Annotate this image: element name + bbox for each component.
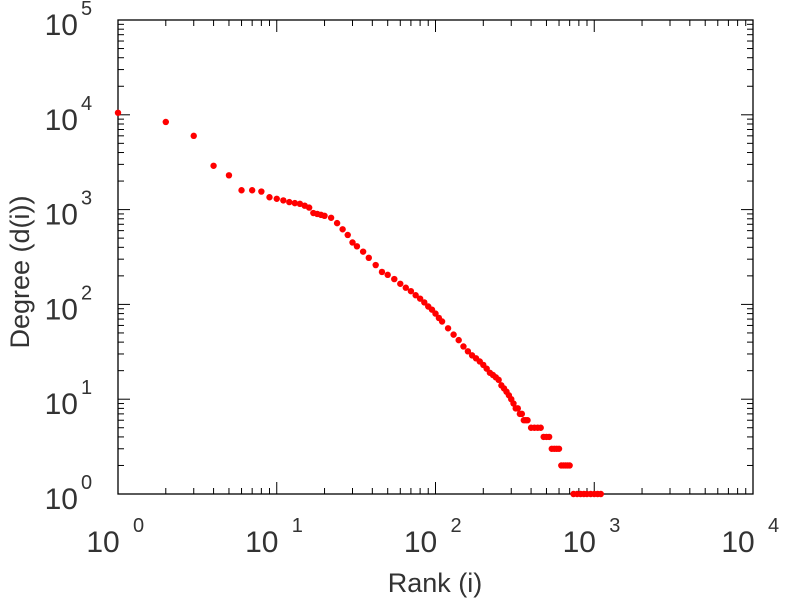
- data-point: [518, 410, 526, 418]
- x-tick-label: 10: [563, 526, 596, 559]
- data-point: [444, 325, 452, 332]
- data-point: [524, 417, 531, 424]
- x-tick-exponent: 3: [609, 515, 620, 537]
- y-tick-exponent: 3: [81, 188, 92, 210]
- data-point: [359, 248, 367, 255]
- y-tick-exponent: 1: [81, 377, 92, 399]
- x-tick-exponent: 4: [768, 515, 779, 537]
- data-point: [495, 376, 502, 384]
- data-point: [432, 310, 439, 317]
- data-point: [412, 292, 419, 299]
- y-tick-exponent: 4: [81, 93, 92, 115]
- data-point: [384, 271, 391, 279]
- x-tick-exponent: 0: [133, 515, 144, 537]
- x-tick-label: 10: [721, 526, 754, 559]
- data-point: [402, 284, 409, 291]
- data-point: [438, 318, 446, 325]
- data-point: [225, 172, 233, 179]
- data-point: [238, 187, 245, 194]
- data-point: [305, 204, 313, 211]
- data-point: [455, 336, 462, 344]
- data-point: [566, 462, 573, 469]
- data-point: [248, 187, 256, 194]
- data-point: [555, 445, 563, 452]
- y-tick-exponent: 5: [81, 0, 92, 20]
- major-ticks: [117, 19, 754, 495]
- data-point: [372, 261, 379, 269]
- data-point: [162, 118, 169, 126]
- data-point: [514, 405, 522, 412]
- data-point: [397, 280, 404, 287]
- data-point: [510, 400, 517, 407]
- data-point: [266, 194, 273, 201]
- data-point: [391, 275, 398, 283]
- x-tick-label: 10: [86, 526, 119, 559]
- data-point: [273, 195, 280, 202]
- plot-frame: [117, 19, 754, 495]
- x-tick-label: 10: [404, 526, 437, 559]
- y-tick-label: 10: [45, 104, 78, 137]
- data-point: [114, 109, 122, 116]
- x-tick-exponent: 2: [451, 515, 462, 537]
- data-point: [339, 226, 346, 233]
- y-axis-label: Degree (d(i)): [5, 195, 35, 348]
- y-tick-exponent: 2: [81, 282, 92, 304]
- data-point: [537, 424, 544, 431]
- data-point: [416, 295, 424, 302]
- y-tick-exponent: 0: [81, 472, 92, 494]
- data-point: [344, 231, 351, 239]
- data-point: [597, 490, 605, 498]
- data-point: [210, 162, 217, 169]
- data-point: [291, 199, 299, 207]
- data-point: [407, 287, 415, 295]
- x-tick-labels: 10 0 10 1 10 2 10 3 10 4: [86, 515, 779, 559]
- data-point: [421, 299, 428, 306]
- data-point: [286, 198, 293, 206]
- data-point: [258, 188, 265, 195]
- x-tick-label: 10: [245, 526, 278, 559]
- data-point: [365, 254, 372, 262]
- data-point: [190, 132, 197, 140]
- data-point: [280, 197, 287, 204]
- data-point: [450, 331, 457, 338]
- x-axis-label: Rank (i): [388, 568, 483, 598]
- y-tick-label: 10: [45, 293, 78, 326]
- data-point: [327, 214, 335, 221]
- y-tick-label: 10: [45, 483, 78, 516]
- data-point: [321, 212, 328, 220]
- data-point: [545, 433, 553, 441]
- data-points: [114, 109, 605, 498]
- data-point: [464, 348, 472, 355]
- data-point: [460, 343, 467, 350]
- x-tick-exponent: 1: [292, 515, 303, 537]
- y-tick-label: 10: [45, 199, 78, 232]
- y-tick-label: 10: [45, 388, 78, 421]
- data-point: [333, 219, 341, 227]
- minor-ticks: [118, 20, 753, 494]
- data-point: [353, 243, 361, 250]
- data-point: [378, 268, 386, 276]
- y-tick-label: 10: [45, 9, 78, 42]
- data-point: [349, 239, 356, 246]
